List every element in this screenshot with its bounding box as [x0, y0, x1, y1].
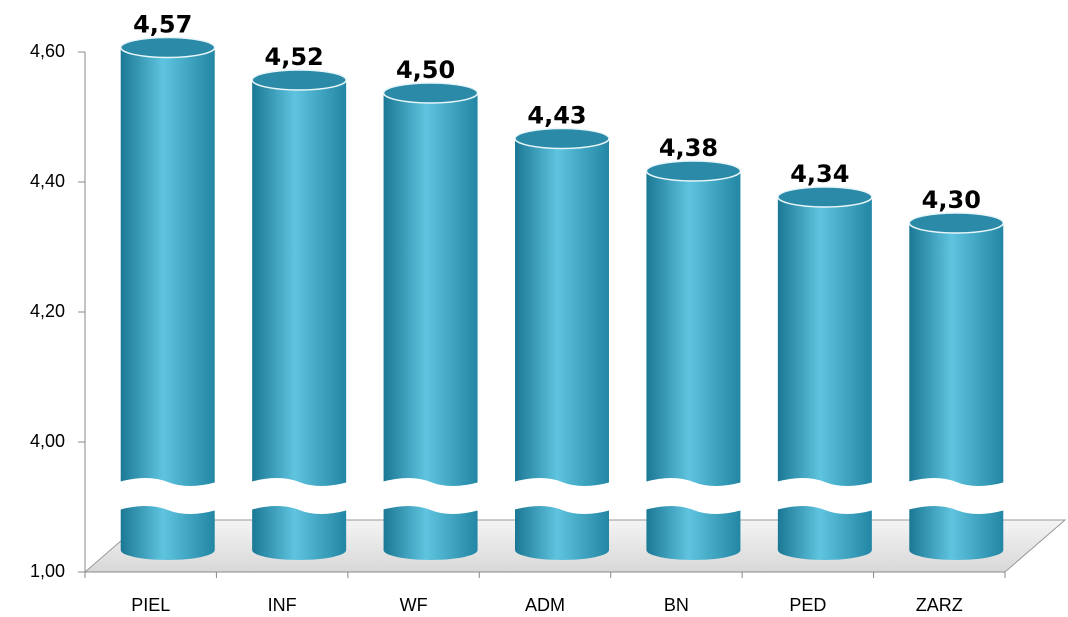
bar — [515, 138, 609, 560]
y-tick-label: 1,00 — [30, 561, 65, 581]
data-label: 4,30 — [922, 186, 981, 214]
axis-break — [381, 478, 480, 514]
bar — [777, 197, 872, 560]
axis-break — [775, 478, 874, 514]
y-tick-label: 4,00 — [30, 431, 65, 451]
bar-top — [777, 186, 873, 208]
bar-top — [251, 69, 347, 91]
bar — [646, 171, 741, 560]
data-label: 4,52 — [265, 43, 324, 71]
axis-break — [118, 478, 217, 514]
bar — [383, 93, 478, 560]
data-label: 4,50 — [396, 56, 455, 84]
x-tick-label: PIEL — [131, 595, 170, 615]
data-label: 4,57 — [133, 11, 192, 39]
bar-top — [119, 36, 216, 59]
bar — [120, 47, 215, 560]
bar-top — [382, 82, 479, 104]
bar — [909, 223, 1004, 560]
x-tick-label: ZARZ — [916, 595, 963, 615]
axis-break — [907, 478, 1006, 514]
data-label: 4,38 — [659, 134, 718, 162]
axis-break — [250, 478, 349, 514]
x-tick-label: BN — [664, 595, 689, 615]
x-tick-label: INF — [268, 595, 297, 615]
axis-break — [513, 478, 611, 514]
axis-break — [644, 478, 743, 514]
y-tick-label: 4,60 — [30, 41, 65, 61]
x-tick-label: PED — [789, 595, 826, 615]
data-label: 4,43 — [527, 102, 586, 130]
bar-top — [514, 127, 610, 150]
bar — [252, 80, 347, 560]
y-tick-label: 4,20 — [30, 301, 65, 321]
bar-top — [908, 212, 1005, 234]
x-tick-label: ADM — [525, 595, 565, 615]
x-tick-label: WF — [400, 595, 428, 615]
y-tick-label: 4,40 — [30, 171, 65, 191]
bar-top — [645, 160, 742, 182]
data-label: 4,34 — [790, 160, 849, 188]
